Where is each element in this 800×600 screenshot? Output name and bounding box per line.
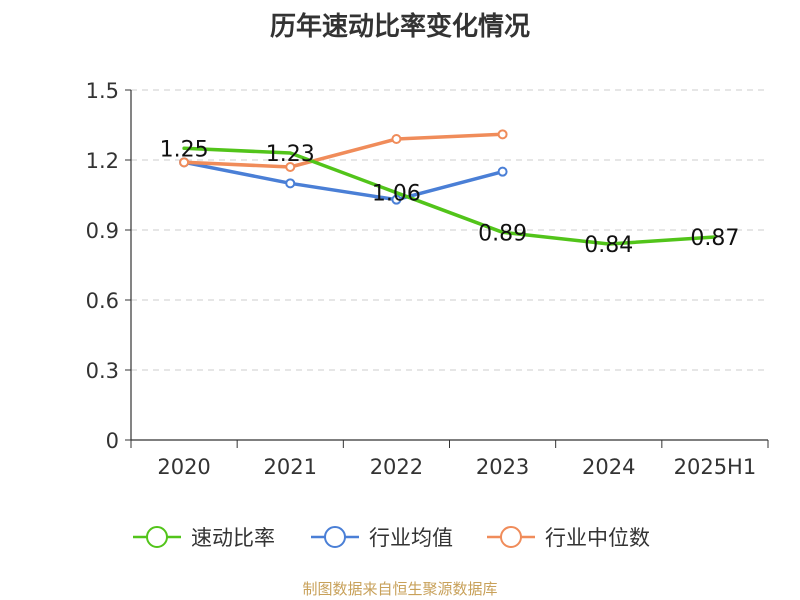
legend: 速动比率 行业均值 行业中位数 — [133, 526, 650, 550]
x-tick-label: 2023 — [476, 455, 529, 479]
y-tick-label: 1.2 — [86, 149, 119, 173]
data-label: 1.06 — [372, 182, 421, 207]
chart-title: 历年速动比率变化情况 — [269, 12, 530, 42]
series-layer — [179, 129, 717, 246]
y-tick-label: 0.6 — [86, 289, 119, 313]
axis-layer: 0 0.3 0.6 0.9 1.2 1.5 2020 2021 2022 2023 2024 2025… — [86, 79, 769, 479]
data-label: 1.23 — [266, 142, 315, 167]
data-label: 0.87 — [690, 226, 739, 251]
legend-label: 行业均值 — [369, 526, 453, 550]
data-label: 1.25 — [160, 137, 209, 162]
y-tick-label: 0.9 — [86, 219, 119, 243]
legend-label: 速动比率 — [191, 526, 275, 550]
data-point — [285, 162, 296, 172]
legend-swatch-marker — [500, 526, 522, 548]
x-tick-label: 2021 — [264, 455, 317, 479]
grid-layer — [131, 89, 768, 371]
y-tick-label: 0 — [106, 429, 119, 453]
y-tick-label: 1.5 — [86, 79, 119, 103]
source-note: 制图数据来自恒生聚源数据库 — [302, 580, 498, 598]
data-point — [179, 157, 190, 168]
data-label: 0.89 — [478, 221, 527, 246]
legend-item[interactable]: 行业均值 — [311, 526, 453, 550]
legend-item[interactable]: 速动比率 — [133, 526, 275, 550]
data-label: 0.84 — [584, 233, 633, 258]
legend-swatch-marker — [324, 526, 346, 548]
series-line — [182, 146, 717, 246]
data-point — [497, 129, 508, 140]
series-line — [182, 160, 505, 202]
series-line — [182, 132, 505, 169]
data-point — [285, 178, 296, 189]
data-point — [391, 194, 402, 205]
legend-label: 行业中位数 — [545, 526, 650, 550]
x-tick-label: 2024 — [582, 455, 635, 479]
data-point — [497, 166, 508, 177]
x-tick-label: 2020 — [157, 455, 210, 479]
x-tick-label: 2025H1 — [674, 455, 757, 479]
data-label-layer: 1.25 1.23 1.06 0.89 0.84 0.87 — [160, 137, 740, 258]
legend-item[interactable]: 行业中位数 — [487, 526, 650, 550]
legend-swatch-marker — [146, 526, 168, 548]
y-tick-label: 0.3 — [86, 359, 119, 383]
x-tick-label: 2022 — [370, 455, 423, 479]
data-point — [391, 134, 402, 144]
